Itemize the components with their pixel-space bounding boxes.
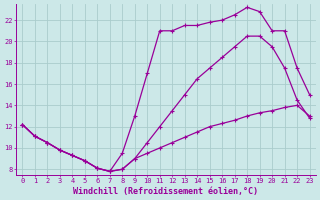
X-axis label: Windchill (Refroidissement éolien,°C): Windchill (Refroidissement éolien,°C) [74,187,259,196]
